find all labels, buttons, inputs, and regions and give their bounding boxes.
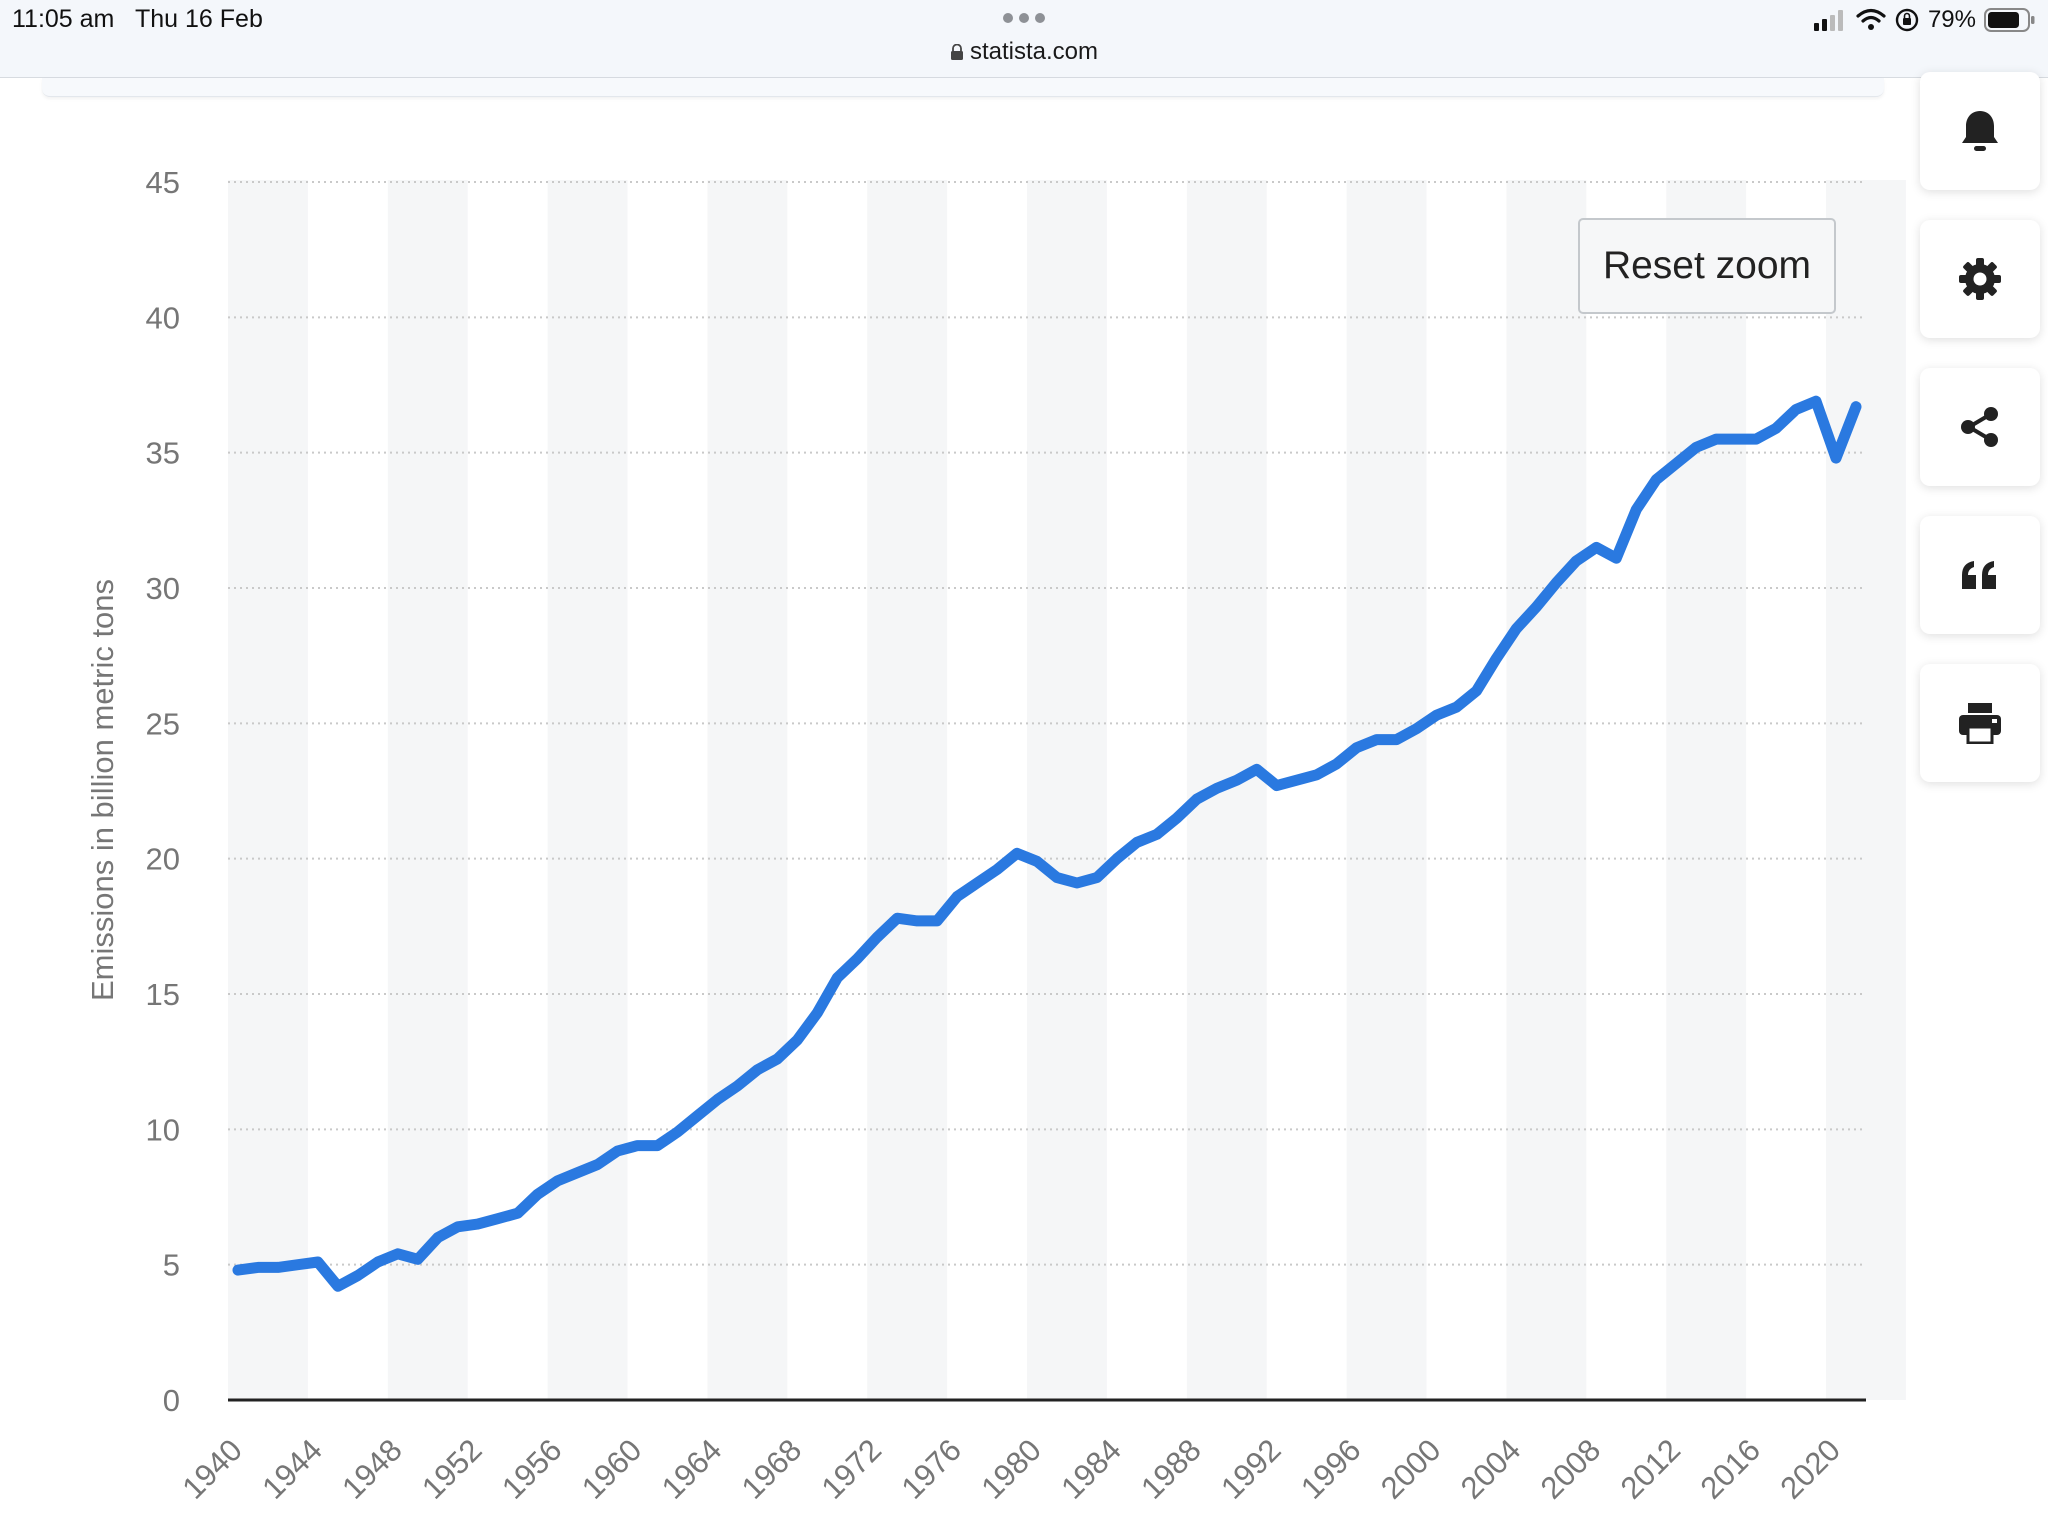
x-tick-label: 1996 bbox=[1294, 1432, 1368, 1506]
status-time: 11:05 am bbox=[12, 5, 115, 33]
x-tick-label: 2008 bbox=[1534, 1432, 1608, 1506]
series-line-emissions bbox=[232, 395, 1862, 1292]
x-tick-label: 1992 bbox=[1214, 1432, 1288, 1506]
bell-icon bbox=[1962, 111, 1998, 151]
print-icon bbox=[1959, 703, 2001, 744]
y-tick-label: 15 bbox=[146, 977, 180, 1012]
y-tick-label: 30 bbox=[146, 571, 180, 606]
x-tick-labels: 1940 1944 1948 1952 1956 1960 1964 1968 1972 1976… bbox=[175, 1432, 1847, 1506]
y-tick-label: 35 bbox=[146, 436, 180, 471]
x-tick-label: 1948 bbox=[335, 1432, 409, 1506]
x-tick-label: 1980 bbox=[974, 1432, 1048, 1506]
x-tick-label: 2012 bbox=[1614, 1432, 1688, 1506]
status-date: Thu 16 Feb bbox=[135, 5, 263, 33]
print-button[interactable] bbox=[1920, 664, 2040, 782]
year-band bbox=[547, 180, 628, 1400]
x-tick-label: 2020 bbox=[1773, 1432, 1847, 1506]
x-tick-label: 1972 bbox=[815, 1432, 889, 1506]
x-tick-label: 1956 bbox=[495, 1432, 569, 1506]
y-tick-labels: 0 5 10 15 20 25 30 35 40 45 bbox=[146, 165, 180, 1418]
y-tick-label: 40 bbox=[146, 300, 180, 335]
year-bands bbox=[228, 180, 1906, 1400]
x-tick-label: 1952 bbox=[415, 1432, 489, 1506]
share-icon bbox=[1961, 407, 1998, 447]
x-tick-label: 1988 bbox=[1134, 1432, 1208, 1506]
year-band bbox=[1826, 180, 1906, 1400]
wifi-icon bbox=[1856, 8, 1886, 30]
y-tick-label: 45 bbox=[146, 165, 180, 200]
x-tick-label: 1944 bbox=[255, 1432, 329, 1506]
year-band bbox=[228, 180, 308, 1400]
y-tick-label: 25 bbox=[146, 706, 180, 741]
gear-icon bbox=[1959, 258, 2001, 300]
x-tick-label: 1968 bbox=[735, 1432, 809, 1506]
x-tick-label: 1984 bbox=[1054, 1432, 1128, 1506]
year-band bbox=[1666, 180, 1747, 1400]
cite-button[interactable] bbox=[1920, 516, 2040, 634]
y-axis-label: Emissions in billion metric tons bbox=[85, 579, 120, 1001]
quote-icon bbox=[1962, 561, 1996, 589]
y-tick-label: 10 bbox=[146, 1112, 180, 1147]
year-band bbox=[1027, 180, 1107, 1400]
reset-zoom-button[interactable]: Reset zoom bbox=[1578, 218, 1836, 314]
year-band bbox=[1506, 180, 1587, 1400]
orientation-lock-icon bbox=[1895, 8, 1919, 32]
x-tick-label: 1960 bbox=[575, 1432, 649, 1506]
year-band bbox=[387, 180, 468, 1400]
x-tick-label: 1976 bbox=[895, 1432, 969, 1506]
cellular-signal-icon bbox=[1813, 10, 1843, 31]
card-top-edge bbox=[42, 78, 1884, 97]
settings-button[interactable] bbox=[1920, 220, 2040, 338]
address-bar[interactable]: statista.com bbox=[0, 38, 2048, 66]
x-tick-label: 2016 bbox=[1694, 1432, 1768, 1506]
share-button[interactable] bbox=[1920, 368, 2040, 486]
y-tick-label: 20 bbox=[146, 842, 180, 877]
notification-button[interactable] bbox=[1920, 72, 2040, 190]
status-indicators: 79% bbox=[1813, 4, 2036, 36]
lock-icon bbox=[950, 44, 963, 60]
x-tick-label: 1940 bbox=[175, 1432, 249, 1506]
year-band bbox=[707, 180, 788, 1400]
battery-percent: 79% bbox=[1927, 6, 1976, 33]
more-dots-icon[interactable] bbox=[1000, 6, 1048, 30]
x-tick-label: 1964 bbox=[655, 1432, 729, 1506]
x-tick-label: 2000 bbox=[1374, 1432, 1448, 1506]
battery-icon bbox=[1984, 8, 2035, 32]
y-tick-label: 5 bbox=[163, 1248, 180, 1283]
status-bar: 11:05 am Thu 16 Feb statista.com 79% bbox=[0, 0, 2048, 78]
url-text: statista.com bbox=[969, 38, 1099, 65]
year-band bbox=[1346, 180, 1427, 1400]
year-band bbox=[867, 180, 948, 1400]
y-tick-label: 0 bbox=[163, 1383, 180, 1418]
x-tick-label: 2004 bbox=[1454, 1432, 1528, 1506]
